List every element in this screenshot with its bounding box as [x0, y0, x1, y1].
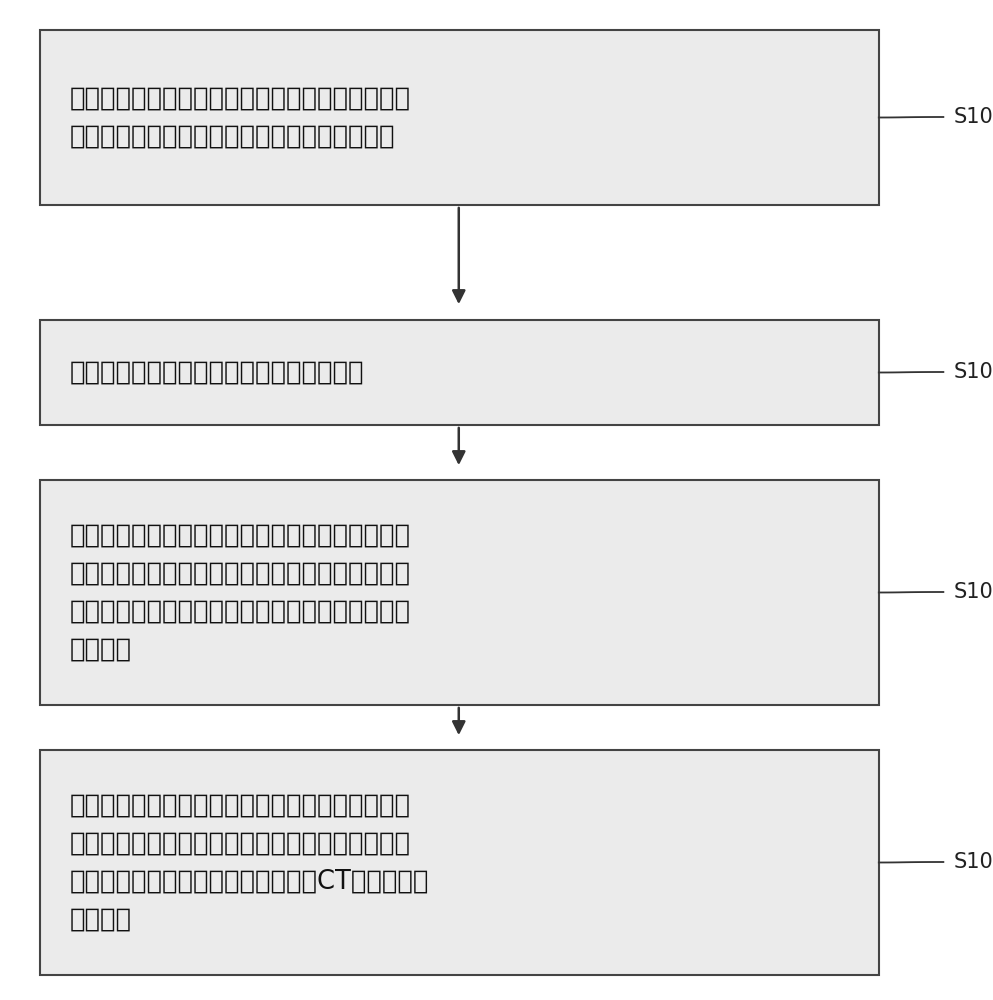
Text: 获取多组扫描参数下形成的多个扫描床图像: 获取多组扫描参数下形成的多个扫描床图像	[70, 360, 364, 385]
Text: 根据所有扫描床图像分别确定各个所述扫描床图像
的成像数据，每个所述扫描床图像对应一组所述成
像数据，每组所述成像数据包括床起点、床终点及
扫描长度: 根据所有扫描床图像分别确定各个所述扫描床图像 的成像数据，每个所述扫描床图像对应…	[70, 522, 410, 662]
FancyBboxPatch shape	[40, 480, 879, 705]
Text: 在不同扫描模式下，以不同的多组扫描参数模拟运
行扫描床，每一组扫描参数下形成一扫描床图像: 在不同扫描模式下，以不同的多组扫描参数模拟运 行扫描床，每一组扫描参数下形成一扫…	[70, 85, 410, 149]
FancyBboxPatch shape	[40, 30, 879, 205]
FancyBboxPatch shape	[40, 320, 879, 425]
Text: S104: S104	[953, 852, 993, 872]
Text: S102: S102	[953, 362, 993, 382]
FancyBboxPatch shape	[40, 750, 879, 975]
Text: 将多组的所述成像数据进行对比，确定出各组所述
成像数据中扫描长度最小的一组所述成像数据，以
该组成像数据中的床起点及床终点对CT扫描床进行
位置标记: 将多组的所述成像数据进行对比，确定出各组所述 成像数据中扫描长度最小的一组所述成…	[70, 792, 429, 932]
Text: S101: S101	[953, 107, 993, 127]
Text: S103: S103	[953, 582, 993, 602]
